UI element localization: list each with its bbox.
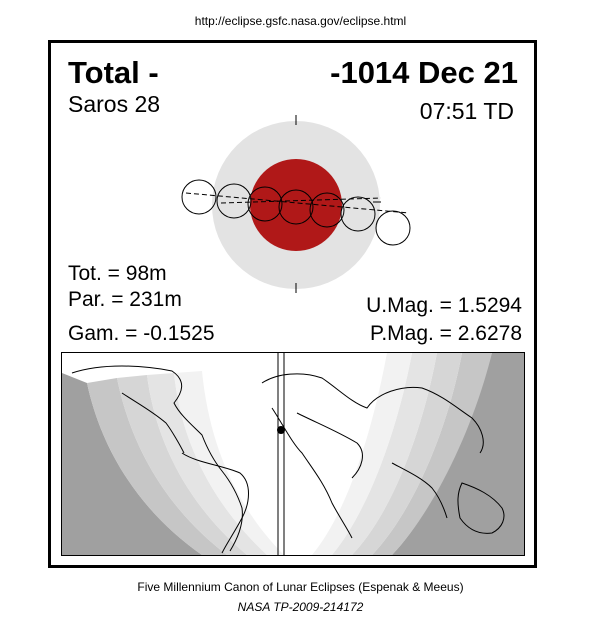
penumbral-magnitude: P.Mag. = 2.6278 bbox=[370, 322, 522, 345]
moon-p4 bbox=[375, 210, 411, 246]
moon-u3 bbox=[309, 192, 345, 228]
visibility-map bbox=[61, 352, 525, 556]
moon-p1 bbox=[181, 179, 217, 215]
umbra-shadow bbox=[250, 159, 342, 251]
partial-duration: Par. = 231m bbox=[68, 288, 182, 311]
world-map-svg bbox=[62, 353, 524, 555]
eclipse-time: 07:51 TD bbox=[419, 98, 514, 124]
moon-u2 bbox=[247, 186, 283, 222]
eclipse-type: Total - bbox=[68, 55, 159, 90]
eclipse-geometry-diagram bbox=[181, 115, 411, 293]
gamma-value: Gam. = -0.1525 bbox=[68, 322, 215, 345]
totality-duration: Tot. = 98m bbox=[68, 262, 167, 285]
moon-mid bbox=[278, 189, 314, 225]
moon-positions bbox=[181, 179, 411, 246]
umbral-magnitude: U.Mag. = 1.5294 bbox=[366, 294, 522, 317]
eclipse-date: -1014 Dec 21 bbox=[330, 55, 518, 90]
moon-u4 bbox=[340, 196, 376, 232]
greatest-eclipse-point bbox=[277, 426, 285, 434]
canon-caption: Five Millennium Canon of Lunar Eclipses … bbox=[137, 580, 464, 594]
source-url[interactable]: http://eclipse.gsfc.nasa.gov/eclipse.htm… bbox=[194, 14, 407, 28]
moon-u1 bbox=[216, 183, 252, 219]
moon-path bbox=[185, 192, 410, 214]
saros-number: Saros 28 bbox=[68, 91, 161, 117]
nasa-reference: NASA TP-2009-214172 bbox=[237, 600, 364, 614]
eclipse-figure: Total - -1014 Dec 21 Saros 28 07:51 TD T… bbox=[48, 40, 537, 568]
